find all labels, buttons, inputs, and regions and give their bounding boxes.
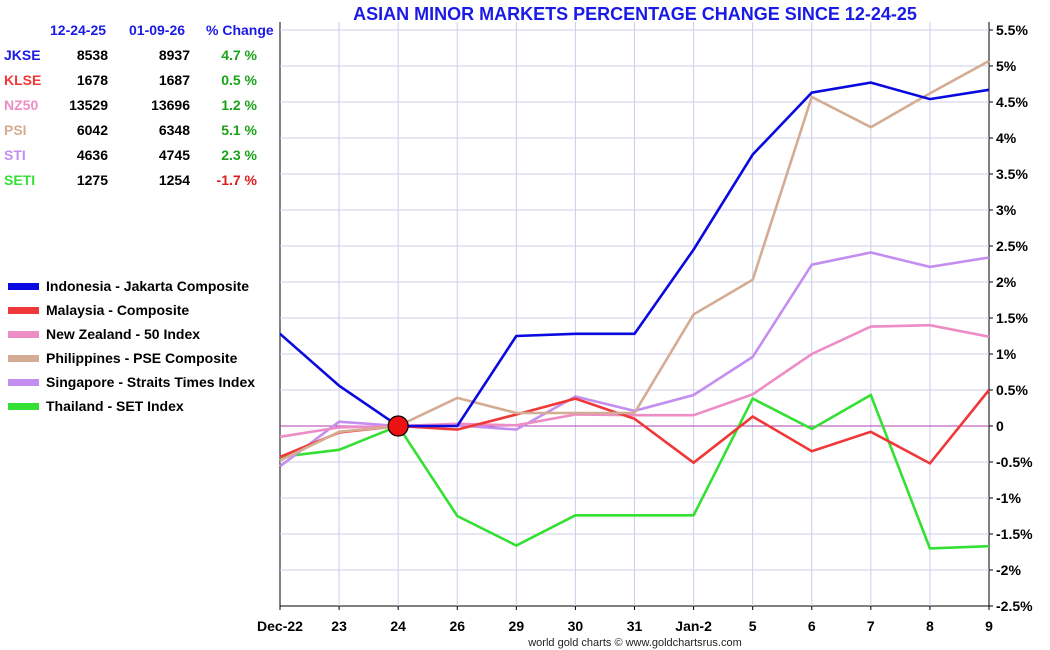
header-pct-change: % Change [206,22,274,38]
x-tick-label: 8 [926,618,934,634]
legend-swatch [8,283,39,290]
y-tick-label: 4% [996,130,1017,146]
index-name: JKSE [4,47,41,63]
y-tick-label: 3% [996,202,1017,218]
y-tick-label: -1% [996,490,1021,506]
start-value: 8538 [76,47,108,63]
chart-title: ASIAN MINOR MARKETS PERCENTAGE CHANGE SI… [353,4,917,24]
x-tick-label: 24 [390,618,406,634]
pct-change: 5.1 % [221,122,257,138]
table-row: STI 4636 4745 2.3 % [0,147,285,167]
end-value: 8937 [158,47,190,63]
start-value: 6042 [76,122,108,138]
start-value: 1678 [76,72,108,88]
index-name: SETI [4,172,36,188]
end-value: 1254 [158,172,190,188]
y-tick-label: 0.5% [996,382,1028,398]
x-tick-label: 26 [449,618,465,634]
legend-label: Thailand - SET Index [46,398,184,414]
end-value: 1687 [158,72,190,88]
table-row: JKSE 8538 8937 4.7 % [0,47,285,67]
legend-label: Singapore - Straits Times Index [46,374,256,390]
pct-change: 0.5 % [221,72,257,88]
legend-swatch [8,331,39,338]
y-tick-label: 2.5% [996,238,1028,254]
x-tick-label: 31 [627,618,643,634]
header-date-end: 01-09-26 [129,22,186,38]
index-name: PSI [4,122,27,138]
y-tick-label: 4.5% [996,94,1028,110]
x-tick-label: 7 [867,618,875,634]
index-name: NZ50 [4,97,39,113]
table-row: PSI 6042 6348 5.1 % [0,122,285,142]
legend-item: Philippines - PSE Composite [6,350,281,374]
baseline-marker [387,415,409,437]
end-value: 6348 [158,122,190,138]
legend-label: New Zealand - 50 Index [46,326,201,342]
start-value: 1275 [76,172,108,188]
pct-change: 1.2 % [221,97,257,113]
y-tick-label: -2.5% [996,598,1033,614]
start-value: 13529 [69,97,108,113]
x-tick-label: 23 [331,618,347,634]
y-tick-label: -1.5% [996,526,1033,542]
x-tick-label: 6 [808,618,816,634]
legend-swatch [8,379,39,386]
end-value: 13696 [151,97,190,113]
legend-item: Singapore - Straits Times Index [6,374,281,398]
legend-label: Malaysia - Composite [46,302,190,318]
legend-item: Indonesia - Jakarta Composite [6,278,281,302]
y-tick-label: 3.5% [996,166,1028,182]
legend-label: Indonesia - Jakarta Composite [46,278,250,294]
x-tick-label: Jan-2 [675,618,712,634]
legend-swatch [8,403,39,410]
table-row: NZ50 13529 13696 1.2 % [0,97,285,117]
x-tick-label: 30 [568,618,584,634]
x-tick-label: 29 [509,618,525,634]
x-tick-label: 9 [985,618,993,634]
pct-change: -1.7 % [216,172,257,188]
table-row: KLSE 1678 1687 0.5 % [0,72,285,92]
start-value: 4636 [76,147,108,163]
y-tick-label: 1.5% [996,310,1028,326]
x-tick-label: Dec-22 [257,618,303,634]
legend-swatch [8,307,39,314]
index-name: KLSE [4,72,42,88]
pct-change: 2.3 % [221,147,257,163]
index-name: STI [4,147,26,163]
y-tick-label: -2% [996,562,1021,578]
legend-item: Malaysia - Composite [6,302,281,326]
end-value: 4745 [158,147,190,163]
y-tick-label: 5.5% [996,22,1028,38]
x-tick-label: 5 [749,618,757,634]
footer-credit: world gold charts © www.goldchartsrus.co… [528,637,742,649]
y-tick-label: 0 [996,418,1004,434]
header-date-start: 12-24-25 [50,22,107,38]
legend-swatch [8,355,39,362]
y-tick-label: 2% [996,274,1017,290]
legend-item: Thailand - SET Index [6,398,281,422]
y-tick-label: -0.5% [996,454,1033,470]
legend-label: Philippines - PSE Composite [46,350,238,366]
table-header: 12-24-25 01-09-26 % Change [0,22,285,42]
legend-item: New Zealand - 50 Index [6,326,281,350]
table-row: SETI 1275 1254 -1.7 % [0,172,285,192]
y-tick-label: 5% [996,58,1017,74]
pct-change: 4.7 % [221,47,257,63]
y-tick-label: 1% [996,346,1017,362]
